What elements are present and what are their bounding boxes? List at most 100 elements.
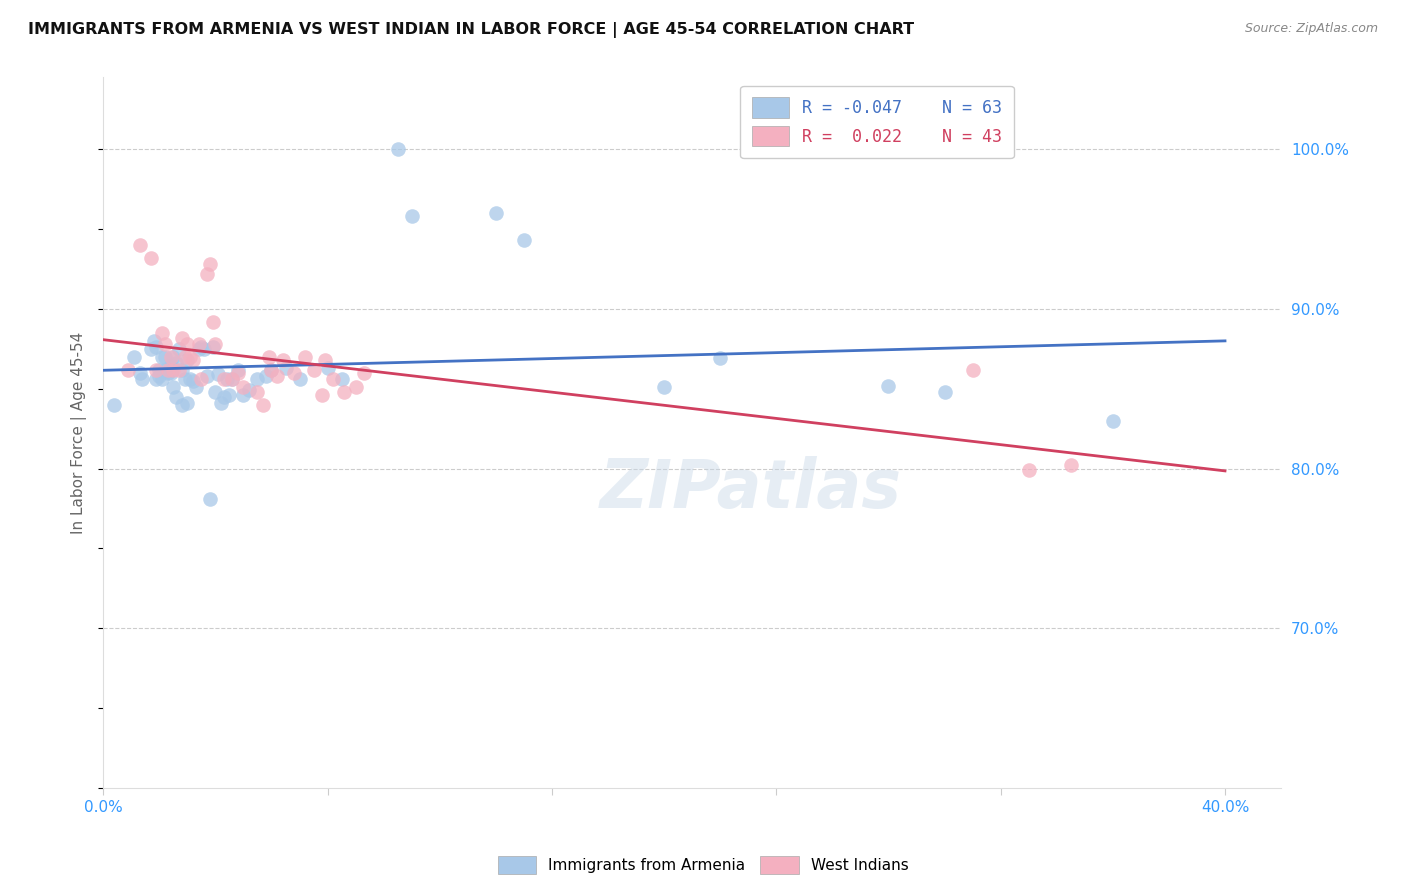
- Point: [150, 350, 173, 364]
- Point: [1101, 414, 1123, 428]
- Legend: R = -0.047    N = 63, R =  0.022    N = 43: R = -0.047 N = 63, R = 0.022 N = 43: [741, 86, 1014, 158]
- Point: [173, 350, 195, 364]
- Point: [877, 378, 900, 392]
- Legend: Immigrants from Armenia, West Indians: Immigrants from Armenia, West Indians: [491, 850, 915, 880]
- Point: [179, 350, 201, 364]
- Point: [344, 380, 367, 394]
- Point: [159, 362, 181, 376]
- Point: [193, 342, 215, 356]
- Point: [709, 351, 731, 366]
- Point: [139, 251, 162, 265]
- Point: [209, 396, 232, 410]
- Point: [266, 368, 288, 383]
- Point: [181, 374, 204, 388]
- Point: [485, 206, 508, 220]
- Point: [156, 362, 179, 376]
- Point: [179, 372, 201, 386]
- Point: [204, 337, 226, 351]
- Point: [145, 340, 167, 354]
- Point: [215, 372, 238, 386]
- Point: [198, 491, 221, 506]
- Point: [221, 372, 243, 386]
- Point: [176, 337, 198, 351]
- Point: [302, 362, 325, 376]
- Point: [167, 342, 190, 356]
- Point: [150, 372, 173, 386]
- Point: [167, 362, 190, 376]
- Point: [190, 340, 212, 354]
- Point: [232, 380, 254, 394]
- Point: [238, 384, 260, 398]
- Text: IMMIGRANTS FROM ARMENIA VS WEST INDIAN IN LABOR FORCE | AGE 45-54 CORRELATION CH: IMMIGRANTS FROM ARMENIA VS WEST INDIAN I…: [28, 22, 914, 38]
- Point: [260, 362, 283, 376]
- Point: [176, 353, 198, 368]
- Point: [159, 350, 181, 364]
- Point: [103, 398, 125, 412]
- Point: [187, 337, 209, 351]
- Point: [162, 380, 184, 394]
- Point: [153, 337, 176, 351]
- Point: [387, 142, 409, 156]
- Point: [142, 334, 165, 348]
- Point: [170, 362, 193, 376]
- Point: [198, 257, 221, 271]
- Point: [962, 362, 984, 376]
- Point: [226, 362, 249, 376]
- Text: Source: ZipAtlas.com: Source: ZipAtlas.com: [1244, 22, 1378, 36]
- Point: [212, 372, 235, 386]
- Point: [150, 326, 173, 340]
- Point: [153, 362, 176, 376]
- Point: [257, 350, 280, 364]
- Point: [173, 372, 195, 386]
- Y-axis label: In Labor Force | Age 45-54: In Labor Force | Age 45-54: [72, 332, 87, 533]
- Point: [353, 366, 375, 380]
- Point: [252, 398, 274, 412]
- Point: [128, 366, 150, 380]
- Point: [117, 362, 139, 376]
- Point: [232, 388, 254, 402]
- Point: [1018, 463, 1040, 477]
- Point: [148, 368, 170, 383]
- Point: [165, 356, 187, 370]
- Point: [170, 331, 193, 345]
- Point: [246, 372, 269, 386]
- Point: [145, 372, 167, 386]
- Point: [159, 358, 181, 372]
- Point: [187, 342, 209, 356]
- Point: [934, 384, 956, 399]
- Point: [311, 388, 333, 402]
- Point: [162, 362, 184, 376]
- Point: [162, 350, 184, 364]
- Point: [218, 388, 240, 402]
- Point: [401, 210, 423, 224]
- Point: [181, 353, 204, 368]
- Point: [314, 353, 336, 368]
- Point: [148, 362, 170, 376]
- Point: [271, 353, 294, 368]
- Point: [294, 350, 316, 364]
- Point: [131, 372, 153, 386]
- Point: [260, 362, 283, 376]
- Point: [195, 267, 218, 281]
- Point: [204, 384, 226, 399]
- Point: [156, 366, 179, 380]
- Point: [165, 390, 187, 404]
- Point: [226, 366, 249, 380]
- Text: ZIPatlas: ZIPatlas: [600, 457, 903, 523]
- Point: [316, 361, 339, 376]
- Point: [513, 233, 536, 247]
- Point: [201, 340, 224, 354]
- Point: [184, 380, 207, 394]
- Point: [176, 396, 198, 410]
- Point: [330, 372, 353, 386]
- Point: [254, 368, 277, 383]
- Point: [288, 372, 311, 386]
- Point: [212, 390, 235, 404]
- Point: [283, 366, 305, 380]
- Point: [201, 315, 224, 329]
- Point: [159, 366, 181, 380]
- Point: [190, 372, 212, 386]
- Point: [1060, 458, 1083, 473]
- Point: [122, 350, 145, 364]
- Point: [128, 238, 150, 252]
